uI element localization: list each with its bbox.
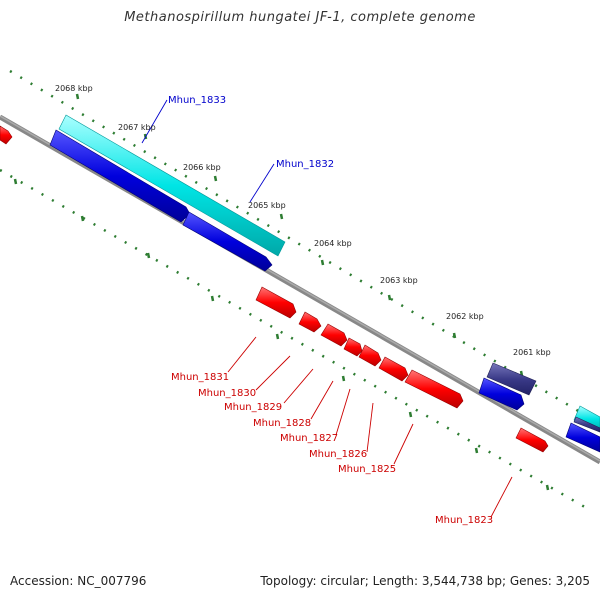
major-tick: [213, 175, 218, 182]
major-tick: [75, 93, 80, 100]
gene-mhun-1827[interactable]: [358, 344, 382, 367]
major-tick: [210, 295, 215, 302]
gene-left-edge-red[interactable]: [0, 125, 13, 145]
gene-mhun-1833-cds[interactable]: [58, 114, 286, 257]
gene-label-mhun-1825[interactable]: Mhun_1825: [338, 464, 396, 475]
major-tick: [13, 178, 18, 185]
major-tick: [275, 333, 280, 340]
major-tick: [452, 332, 457, 339]
gene-mhun-1830[interactable]: [298, 311, 322, 333]
leader-line: [490, 476, 513, 518]
kbp-label: 2063 kbp: [380, 276, 418, 285]
leader-line: [310, 380, 334, 420]
leader-line: [335, 388, 351, 436]
gene-mhun-1831[interactable]: [255, 286, 297, 319]
gene-label-mhun-1830[interactable]: Mhun_1830: [198, 388, 256, 399]
major-tick: [387, 294, 392, 301]
accession-text: Accession: NC_007796: [10, 574, 147, 588]
leader-line: [249, 163, 275, 203]
gene-mhun-1824-reverse[interactable]: [478, 377, 525, 411]
major-tick: [545, 484, 550, 491]
kbp-label: 2066 kbp: [183, 163, 221, 172]
gene-mhun-1826[interactable]: [378, 356, 409, 382]
leader-line: [393, 423, 414, 465]
gene-mhun-1825[interactable]: [404, 369, 464, 409]
leader-line: [283, 368, 314, 404]
leader-line: [227, 336, 257, 373]
genome-summary-text: Topology: circular; Length: 3,544,738 bp…: [260, 574, 590, 588]
major-tick: [341, 375, 346, 382]
major-ticks: [13, 93, 550, 491]
gene-mhun-1832-reverse[interactable]: [182, 211, 273, 272]
major-tick: [80, 215, 85, 222]
map-title: Methanospirillum hungatei JF-1, complete…: [124, 10, 476, 25]
major-tick: [320, 259, 325, 266]
kbp-label: 2065 kbp: [248, 201, 286, 210]
major-tick: [408, 411, 413, 418]
inner-tick-track: [0, 168, 591, 512]
kbp-label: 2064 kbp: [314, 239, 352, 248]
kbp-label: 2068 kbp: [55, 84, 93, 93]
kbp-label: 2062 kbp: [446, 312, 484, 321]
label-leaders: [141, 99, 513, 518]
major-tick: [146, 252, 151, 259]
gene-label-mhun-1832[interactable]: Mhun_1832: [276, 159, 334, 170]
major-tick: [474, 447, 479, 454]
gene-right-edge-rna[interactable]: [573, 416, 600, 433]
leader-line: [255, 355, 291, 391]
leader-line: [141, 99, 168, 144]
leader-line: [366, 402, 374, 453]
gene-label-mhun-1826[interactable]: Mhun_1826: [309, 449, 367, 460]
gene-label-mhun-1827[interactable]: Mhun_1827: [280, 433, 338, 444]
gene-right-edge-reverse[interactable]: [565, 422, 600, 453]
gene-label-mhun-1829[interactable]: Mhun_1829: [224, 402, 282, 413]
gene-label-mhun-1823[interactable]: Mhun_1823: [435, 515, 493, 526]
gene-mhun-1833-reverse[interactable]: [49, 129, 191, 223]
gene-label-mhun-1833[interactable]: Mhun_1833: [168, 95, 226, 106]
kbp-label: 2067 kbp: [118, 123, 156, 132]
gene-mhun-1824-rna[interactable]: [486, 362, 537, 396]
gene-label-mhun-1828[interactable]: Mhun_1828: [253, 418, 311, 429]
gene-mhun-1828[interactable]: [343, 337, 363, 357]
major-tick: [279, 213, 284, 220]
gene-mhun-1823[interactable]: [515, 427, 549, 453]
gene-label-mhun-1831[interactable]: Mhun_1831: [171, 372, 229, 383]
gene-mhun-1829[interactable]: [320, 323, 348, 347]
kbp-label: 2061 kbp: [513, 348, 551, 357]
